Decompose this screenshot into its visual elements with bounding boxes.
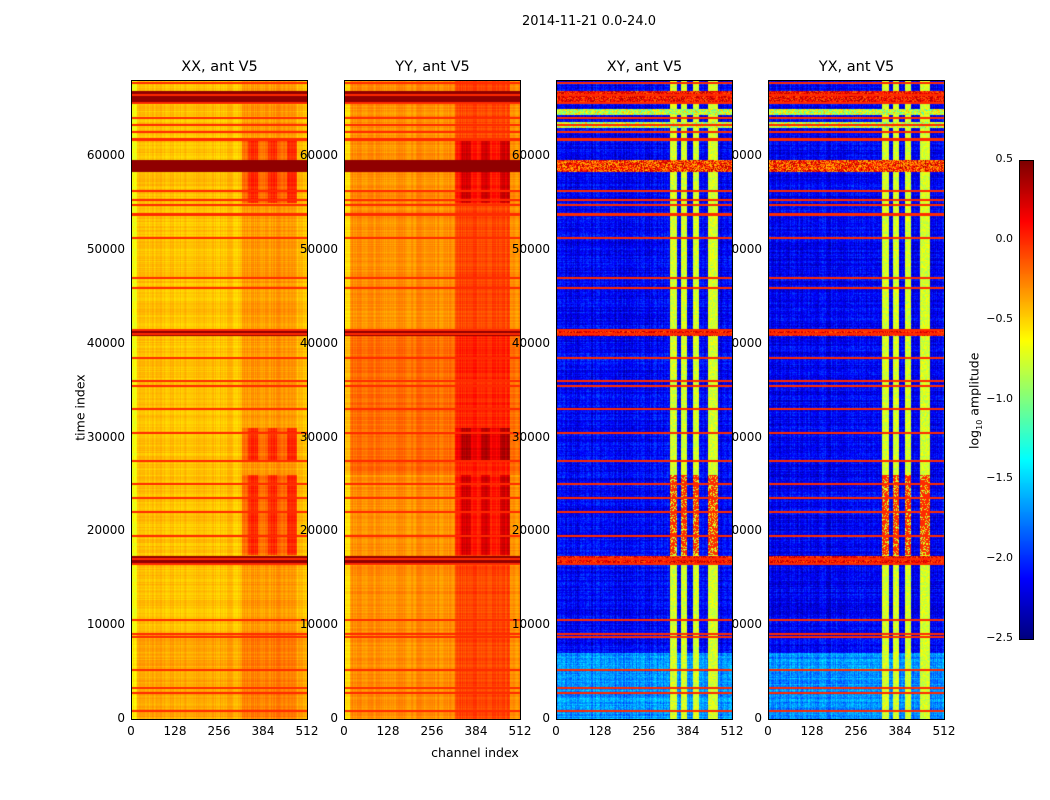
colorbar-label-log: log — [966, 429, 982, 449]
colorbar-tick-label: −1.5 — [986, 471, 1013, 485]
y-tick-label: 50000 — [86, 241, 125, 256]
x-tick-label: 128 — [163, 724, 187, 738]
x-tick-label: 512 — [720, 724, 744, 738]
colorbar-label: log10 amplitude — [966, 336, 984, 466]
heatmap-image — [557, 81, 732, 719]
y-tick-label: 0000 — [731, 523, 762, 538]
x-tick-label: 0 — [340, 724, 348, 738]
colorbar-tick-label: −1.0 — [986, 391, 1013, 405]
y-tick-label: 0000 — [731, 335, 762, 350]
x-tick-label: 128 — [800, 724, 824, 738]
panel-title-1: YY, ant V5 — [395, 59, 470, 75]
heatmap-panel-0 — [131, 80, 308, 720]
x-tick-label: 128 — [588, 724, 612, 738]
y-tick-label: 30000 — [511, 429, 550, 444]
colorbar-gradient — [1020, 161, 1033, 639]
y-tick-label: 50000 — [299, 241, 338, 256]
colorbar-tick-label: −0.5 — [986, 311, 1013, 325]
y-tick-label: 10000 — [86, 617, 125, 632]
x-tick-label: 256 — [844, 724, 868, 738]
y-tick-label: 0000 — [731, 617, 762, 632]
heatmap-panel-1 — [344, 80, 521, 720]
x-tick-label: 128 — [376, 724, 400, 738]
colorbar-tick-label: −2.5 — [986, 631, 1013, 644]
y-tick-label: 0 — [117, 711, 125, 725]
x-tick-label: 0 — [764, 724, 772, 738]
x-tick-label: 256 — [207, 724, 231, 738]
x-tick-label: 256 — [632, 724, 656, 738]
y-tick-label: 0 — [542, 711, 550, 725]
panel-title-0: XX, ant V5 — [181, 59, 258, 75]
y-tick-label: 30000 — [86, 429, 125, 444]
colorbar-tick-label: 0.0 — [995, 231, 1014, 245]
y-tick-label: 10000 — [511, 617, 550, 632]
colorbar-label-sub: 10 — [974, 419, 984, 430]
y-tick-label: 40000 — [511, 335, 550, 350]
y-tick-label: 0000 — [731, 241, 762, 256]
x-tick-label: 512 — [295, 724, 319, 738]
colorbar — [1019, 160, 1034, 640]
x-axis-label: channel index — [431, 745, 519, 760]
y-tick-label: 20000 — [86, 523, 125, 538]
y-tick-label: 60000 — [86, 148, 125, 162]
colorbar-tick-label: −2.0 — [986, 551, 1013, 565]
y-tick-label: 0 — [754, 711, 762, 725]
heatmap-image — [345, 81, 520, 719]
x-tick-label: 256 — [420, 724, 444, 738]
y-tick-label: 0000 — [731, 148, 762, 162]
y-tick-label: 50000 — [511, 241, 550, 256]
x-tick-label: 384 — [888, 724, 912, 738]
panel-title-2: XY, ant V5 — [606, 59, 683, 75]
x-tick-label: 384 — [464, 724, 488, 738]
heatmap-image — [769, 81, 944, 719]
heatmap-image — [132, 81, 307, 719]
y-tick-label: 10000 — [299, 617, 338, 632]
y-tick-label: 0 — [330, 711, 338, 725]
colorbar-label-rest: amplitude — [966, 352, 982, 420]
y-tick-label: 20000 — [299, 523, 338, 538]
heatmap-panel-3 — [768, 80, 945, 720]
x-tick-label: 384 — [251, 724, 275, 738]
y-tick-label: 30000 — [299, 429, 338, 444]
y-tick-label: 60000 — [299, 148, 338, 162]
x-tick-label: 0 — [552, 724, 560, 738]
x-tick-label: 0 — [127, 724, 135, 738]
y-tick-label: 0000 — [731, 429, 762, 444]
colorbar-tick-label: 0.5 — [995, 152, 1014, 165]
y-tick-label: 20000 — [511, 523, 550, 538]
x-tick-label: 512 — [932, 724, 956, 738]
y-tick-label: 40000 — [299, 335, 338, 350]
x-tick-label: 512 — [508, 724, 532, 738]
panel-title-3: YX, ant V5 — [818, 59, 895, 75]
heatmap-panel-2 — [556, 80, 733, 720]
y-tick-label: 40000 — [86, 335, 125, 350]
y-tick-label: 60000 — [511, 148, 550, 162]
x-tick-label: 384 — [676, 724, 700, 738]
figure-suptitle: 2014-11-21 0.0-24.0 — [522, 14, 656, 29]
y-axis-label: time index — [72, 374, 88, 441]
